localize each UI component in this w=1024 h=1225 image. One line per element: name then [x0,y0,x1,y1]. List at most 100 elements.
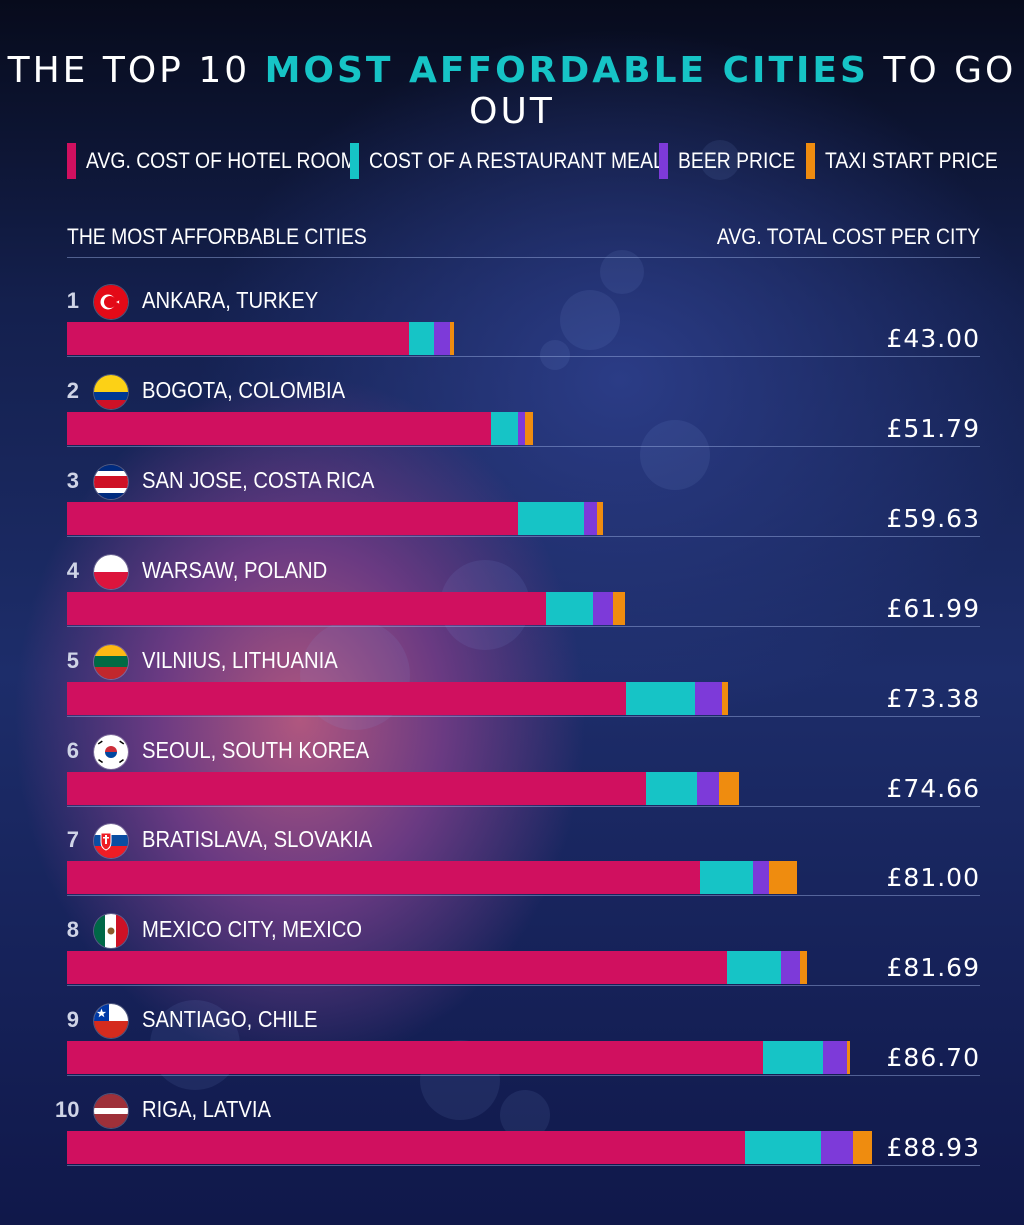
bar-segment-meal [409,322,435,355]
city-label: ANKARA, TURKEY [142,287,319,313]
bar-segment-taxi [768,861,797,895]
column-header-total: AVG. TOTAL COST PER CITY [716,224,980,249]
city-label: WARSAW, POLAND [142,556,328,583]
bar-segment-hotel [67,681,626,715]
bar-segment-taxi [450,322,454,355]
legend-swatch-hotel [67,143,76,179]
stacked-bar [67,1041,850,1075]
rank-label: 2 [66,377,79,403]
bar-segment-hotel [67,591,546,625]
chile-flag-icon [94,1004,128,1039]
bar-segment-beer [752,861,769,895]
legend-swatch-taxi [806,143,815,179]
city-label: SANTIAGO, CHILE [142,1006,318,1033]
bar-segment-hotel [67,411,491,445]
stacked-bar [67,322,454,355]
legend: AVG. COST OF HOTEL ROOM COST OF A RESTAU… [0,143,1024,183]
total-cost-label: £59.63 [886,503,980,533]
bar-segment-hotel [67,1041,763,1075]
bar-segment-beer [434,322,451,355]
city-label: VILNIUS, LITHUANIA [142,646,338,673]
stacked-bar [67,951,807,985]
bar-segment-hotel [67,1131,745,1165]
city-label: SAN JOSE, COSTA RICA [142,466,375,493]
slovakia-flag-icon [94,824,128,859]
header-divider [67,257,980,258]
bar-segment-taxi [525,411,534,445]
total-cost-label: £43.00 [886,324,980,353]
bar-segment-taxi [613,591,625,625]
city-label: MEXICO CITY, MEXICO [142,916,363,943]
rank-label: 3 [66,467,79,493]
rank-label: 9 [66,1007,79,1033]
bar-segment-meal [645,771,697,805]
bokeh-light [540,340,570,370]
bar-segment-meal [744,1131,822,1165]
legend-item-meal: COST OF A RESTAURANT MEAL [350,143,704,179]
bar-segment-taxi [597,501,604,535]
stacked-bar [67,1131,872,1165]
row-divider [67,1165,980,1167]
mexico-flag-icon [94,914,128,949]
title-prefix: THE TOP 10 [7,50,265,91]
bar-segment-hotel [67,501,518,535]
legend-label-beer: BEER PRICE [678,148,796,173]
rank-label: 6 [66,737,79,763]
total-cost-label: £86.70 [886,1043,980,1073]
total-cost-label: £51.79 [886,413,980,443]
bar-segment-beer [593,591,614,625]
bar-segment-taxi [852,1131,872,1165]
latvia-flag-icon [94,1094,128,1129]
costa-rica-flag-icon [94,464,128,499]
row-divider [67,805,980,807]
row-divider [67,1075,980,1077]
bar-segment-meal [699,861,753,895]
bar-segment-meal [545,591,594,625]
rank-label: 5 [66,647,79,673]
rank-label: 1 [66,288,79,313]
bar-segment-meal [762,1041,823,1075]
legend-label-meal: COST OF A RESTAURANT MEAL [369,148,664,173]
bar-segment-hotel [67,951,727,985]
bar-segment-meal [490,411,518,445]
bar-segment-meal [517,501,584,535]
legend-item-beer: BEER PRICE [659,143,811,179]
city-label: BRATISLAVA, SLOVAKIA [142,826,373,853]
total-cost-label: £81.00 [886,863,980,893]
row-divider [67,445,980,447]
total-cost-label: £61.99 [886,593,980,623]
bar-segment-beer [696,771,720,805]
bokeh-light [560,290,620,350]
legend-swatch-beer [659,143,668,179]
chart-title: THE TOP 10 MOST AFFORDABLE CITIES TO GO … [0,50,1024,132]
row-divider [67,625,980,627]
bar-segment-taxi [847,1041,850,1075]
bar-segment-taxi [722,681,728,715]
stacked-bar [67,771,740,805]
bar-segment-meal [726,951,781,985]
row-divider [67,535,980,537]
stacked-bar [67,681,728,715]
bar-segment-beer [583,501,598,535]
row-divider [67,715,980,717]
total-cost-label: £73.38 [886,683,980,713]
poland-flag-icon [94,554,128,589]
row-divider [67,356,980,357]
rank-label: 10 [55,1097,80,1123]
rank-label: 4 [66,557,79,583]
bar-segment-beer [821,1131,853,1165]
bar-segment-beer [695,681,723,715]
legend-item-hotel: AVG. COST OF HOTEL ROOM [67,143,394,179]
title-suffix: TO GO OUT [469,50,1017,132]
total-cost-label: £81.69 [886,953,980,983]
bar-segment-taxi [799,951,807,985]
bokeh-light [640,420,710,490]
title-highlight: MOST AFFORDABLE CITIES [264,50,869,91]
legend-item-taxi: TAXI START PRICE [806,143,1021,179]
row-divider [67,985,980,987]
south-korea-flag-icon [94,734,128,769]
row-divider [67,895,980,897]
bar-segment-beer [780,951,800,985]
bar-segment-hotel [67,322,409,355]
bar-segment-taxi [719,771,740,805]
